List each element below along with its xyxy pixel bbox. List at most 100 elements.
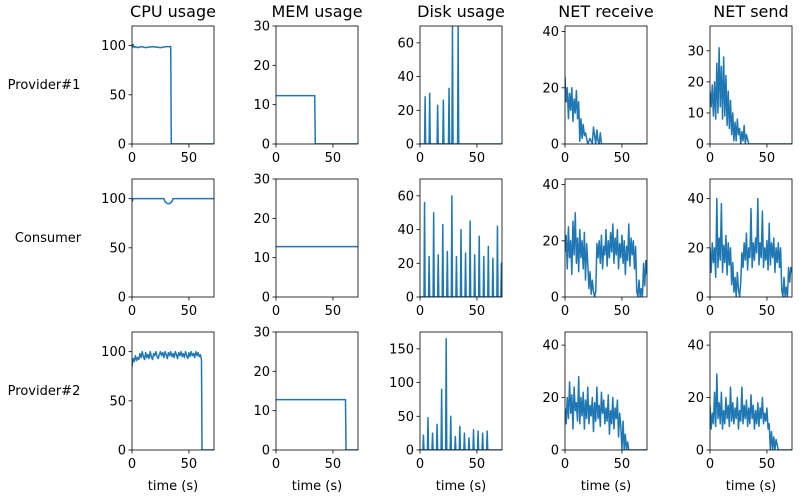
- column-title-mem-usage: MEM usage: [271, 2, 362, 21]
- y-tick-label: 20: [687, 75, 704, 90]
- x-tick-label: 0: [416, 457, 424, 472]
- y-tick-label: 0: [262, 444, 270, 459]
- y-tick-label: 0: [262, 291, 270, 306]
- column-title-disk-usage: Disk usage: [417, 2, 505, 21]
- x-tick-label: 0: [706, 151, 714, 166]
- y-tick-label: 20: [397, 104, 414, 119]
- x-tick-label: 0: [128, 151, 136, 166]
- axis-frame: [275, 25, 359, 145]
- y-tick-label: 0: [118, 291, 126, 306]
- y-tick-label: 0: [551, 138, 559, 153]
- x-tick-label: 0: [561, 457, 569, 472]
- x-axis-label: time (s): [148, 479, 198, 494]
- series-line: [276, 398, 358, 450]
- x-tick-label: 0: [416, 151, 424, 166]
- y-tick-label: 0: [406, 138, 414, 153]
- y-tick-label: 0: [551, 291, 559, 306]
- x-tick-label: 50: [469, 304, 486, 319]
- x-tick-label: 50: [469, 151, 486, 166]
- y-tick-label: 40: [542, 178, 559, 193]
- x-tick-label: 50: [614, 151, 631, 166]
- y-tick-label: 20: [253, 59, 270, 74]
- y-tick-label: 20: [542, 391, 559, 406]
- axis-frame: [709, 25, 793, 145]
- y-tick-label: 100: [101, 39, 126, 54]
- y-tick-label: 0: [406, 291, 414, 306]
- panel-consumer-mem-usage: 0 10 20 30 0 50: [253, 173, 359, 319]
- y-tick-label: 100: [101, 345, 126, 360]
- x-axis-label: time (s): [581, 479, 631, 494]
- y-tick-label: 30: [253, 326, 270, 341]
- y-tick-label: 0: [118, 444, 126, 459]
- panel-provider-2-net-receive: 0 20 40 0 50 time (s): [542, 331, 648, 494]
- y-tick-label: 0: [696, 444, 704, 459]
- series-line: [420, 337, 502, 450]
- y-tick-label: 20: [687, 241, 704, 256]
- axis-frame: [564, 178, 648, 298]
- series-line: [132, 350, 214, 450]
- panel-consumer-net-send: 0 20 40 0 50: [687, 178, 793, 319]
- series-line: [132, 43, 214, 144]
- y-tick-label: 20: [397, 257, 414, 272]
- y-tick-label: 10: [253, 404, 270, 419]
- series-line: [565, 211, 647, 297]
- y-tick-label: 10: [253, 251, 270, 266]
- panel-provider-1-disk-usage: 0 20 40 60 0 50: [397, 25, 503, 166]
- series-line: [710, 197, 792, 297]
- panel-provider-2-mem-usage: 0 10 20 30 0 50 time (s): [253, 326, 359, 494]
- y-tick-label: 20: [542, 81, 559, 96]
- y-tick-label: 40: [397, 70, 414, 85]
- y-tick-label: 0: [696, 291, 704, 306]
- x-tick-label: 50: [469, 457, 486, 472]
- series-line: [276, 94, 358, 144]
- y-tick-label: 40: [397, 223, 414, 238]
- x-tick-label: 0: [128, 304, 136, 319]
- x-tick-label: 0: [272, 151, 280, 166]
- y-tick-label: 20: [253, 365, 270, 380]
- column-title-net-send: NET send: [713, 2, 788, 21]
- x-tick-label: 0: [561, 304, 569, 319]
- y-tick-label: 0: [262, 138, 270, 153]
- y-tick-label: 20: [253, 212, 270, 227]
- y-tick-label: 30: [253, 173, 270, 188]
- x-axis-label: time (s): [726, 479, 776, 494]
- y-tick-label: 40: [687, 339, 704, 354]
- y-tick-label: 50: [109, 241, 126, 256]
- panel-provider-1-mem-usage: 0 10 20 30 0 50: [253, 20, 359, 166]
- column-title-cpu-usage: CPU usage: [130, 2, 216, 21]
- x-tick-label: 50: [759, 457, 776, 472]
- axis-frame: [709, 331, 793, 451]
- x-tick-label: 0: [128, 457, 136, 472]
- column-title-net-receive: NET receive: [558, 2, 653, 21]
- panel-consumer-cpu-usage: 0 50 100 0 50: [101, 178, 215, 319]
- y-tick-label: 100: [389, 376, 414, 391]
- x-tick-label: 50: [759, 151, 776, 166]
- series-line: [710, 46, 792, 144]
- x-tick-label: 50: [614, 304, 631, 319]
- x-tick-label: 0: [706, 457, 714, 472]
- panel-provider-1-cpu-usage: 0 50 100 0 50: [101, 25, 215, 166]
- panel-consumer-disk-usage: 0 20 40 60 0 50: [397, 178, 503, 319]
- y-tick-label: 60: [397, 36, 414, 51]
- x-tick-label: 50: [325, 457, 342, 472]
- panel-provider-2-net-send: 0 20 40 0 50 time (s): [687, 331, 793, 494]
- axis-frame: [564, 25, 648, 145]
- series-line: [420, 26, 502, 144]
- series-line: [565, 76, 647, 144]
- axis-frame: [419, 331, 503, 451]
- axis-frame: [564, 331, 648, 451]
- x-tick-label: 0: [706, 304, 714, 319]
- y-tick-label: 60: [397, 189, 414, 204]
- y-tick-label: 20: [542, 234, 559, 249]
- y-tick-label: 40: [542, 25, 559, 40]
- x-tick-label: 0: [272, 457, 280, 472]
- y-tick-label: 20: [687, 391, 704, 406]
- y-tick-label: 0: [406, 444, 414, 459]
- x-tick-label: 50: [614, 457, 631, 472]
- y-tick-label: 40: [687, 192, 704, 207]
- panel-provider-2-cpu-usage: 0 50 100 0 50 time (s): [101, 331, 215, 494]
- axis-frame: [275, 331, 359, 451]
- x-tick-label: 50: [759, 304, 776, 319]
- y-tick-label: 10: [253, 98, 270, 113]
